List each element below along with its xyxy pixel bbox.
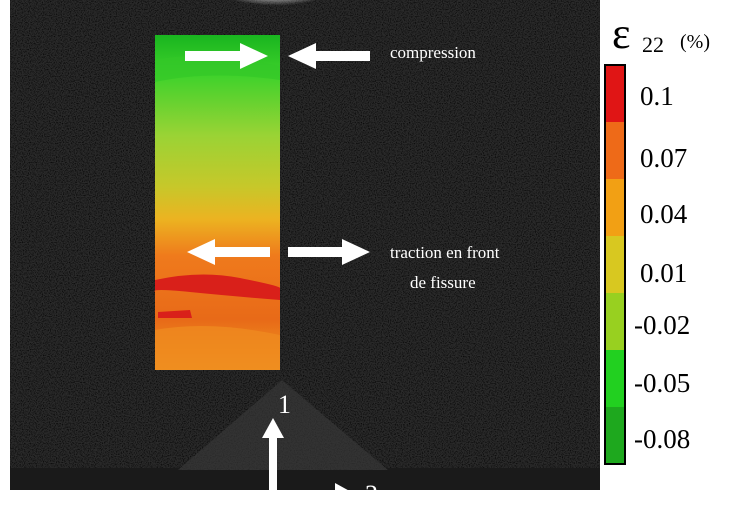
colorbar-unit: (%) [680, 31, 710, 53]
arrows [185, 43, 370, 505]
colorbar-label: -0.02 [634, 310, 690, 340]
colorbar-label: 0.01 [640, 258, 687, 288]
colorbar-label: -0.08 [634, 424, 690, 454]
strain-map [154, 35, 280, 370]
colorbar [604, 64, 626, 465]
colorbar-label: 0.1 [640, 81, 674, 111]
annotation: compression [390, 43, 476, 62]
colorbar-symbol: ε [612, 9, 630, 58]
axis-label: 1 [278, 390, 291, 419]
annotation: de fissure [410, 273, 476, 292]
colorbar-subscript: 22 [642, 32, 664, 57]
specimen-image [10, 0, 600, 490]
colorbar-label: -0.05 [634, 368, 690, 398]
axis-label: 2 [365, 480, 378, 508]
annotation: traction en front [390, 243, 500, 262]
colorbar-label: 0.04 [640, 199, 688, 229]
colorbar-label: 0.07 [640, 143, 687, 173]
